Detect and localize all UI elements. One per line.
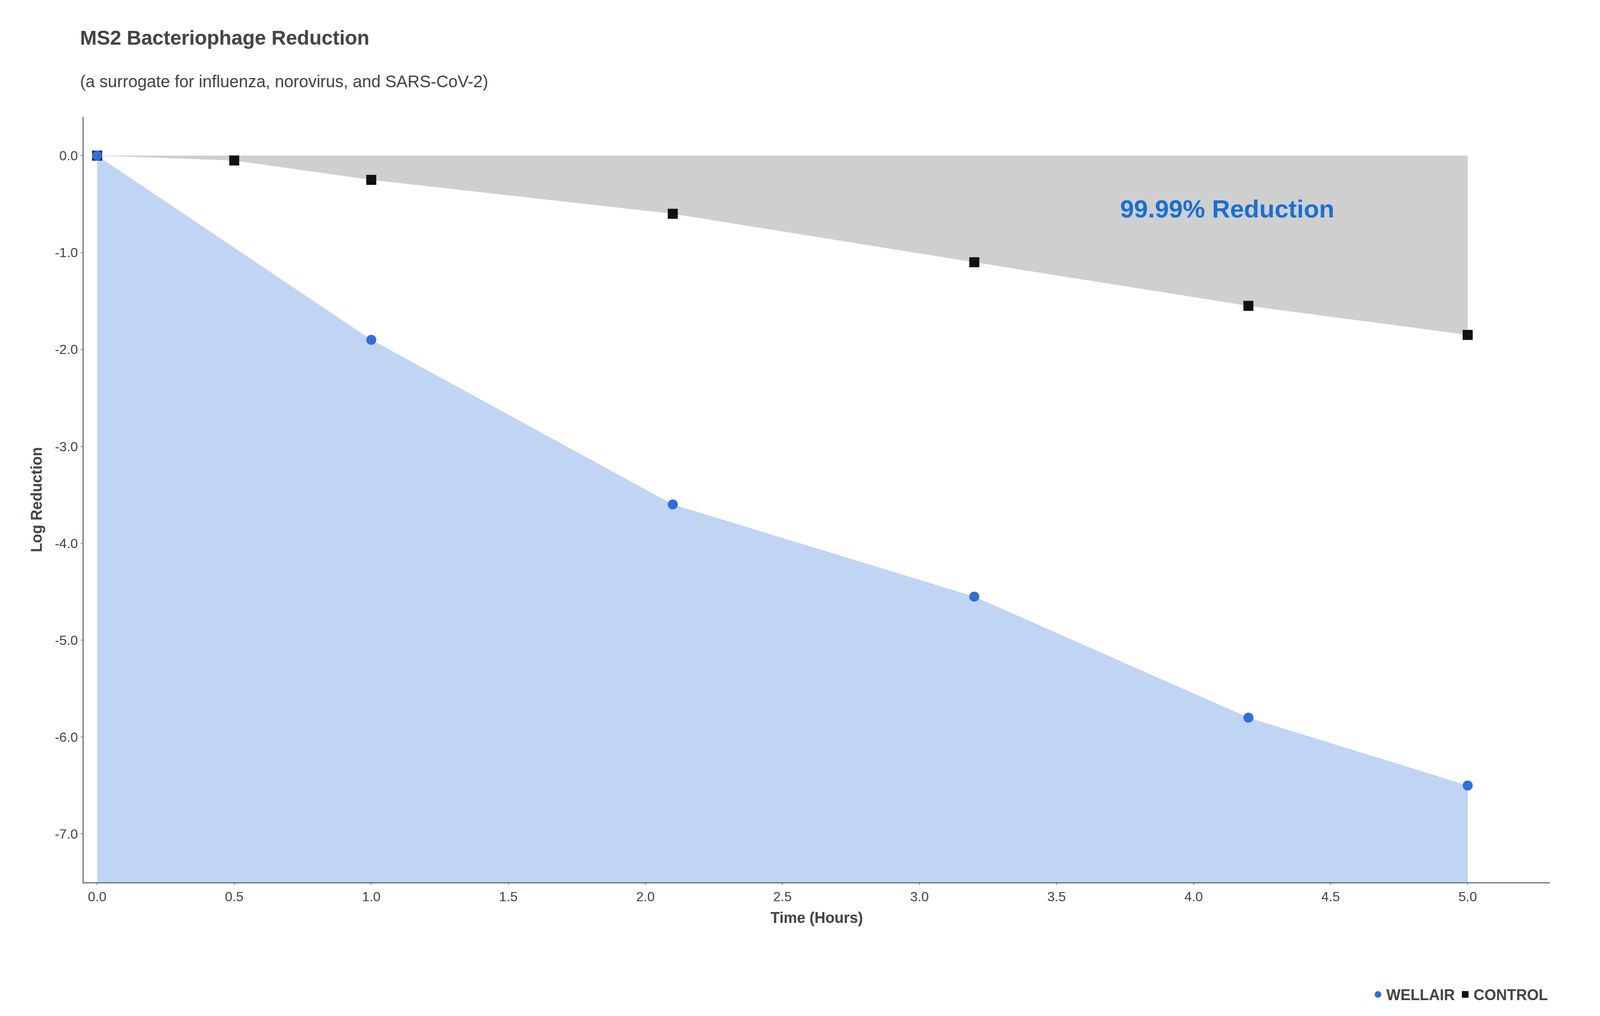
svg-text:0.5: 0.5: [224, 888, 244, 904]
svg-text:3.0: 3.0: [910, 888, 929, 904]
svg-text:Time (Hours): Time (Hours): [770, 908, 863, 927]
svg-text:2.0: 2.0: [635, 888, 655, 904]
svg-text:4.0: 4.0: [1184, 888, 1203, 904]
svg-text:-5.0: -5.0: [54, 632, 78, 648]
svg-text:-3.0: -3.0: [54, 439, 78, 455]
svg-text:MS2 Bacteriophage Reduction: MS2 Bacteriophage Reduction: [80, 26, 370, 49]
svg-text:0.0: 0.0: [88, 888, 107, 904]
svg-text:1.0: 1.0: [361, 888, 381, 904]
svg-text:-1.0: -1.0: [54, 244, 78, 260]
svg-text:5.0: 5.0: [1458, 888, 1477, 904]
svg-text:-6.0: -6.0: [54, 729, 78, 745]
svg-text:-2.0: -2.0: [54, 341, 78, 357]
svg-text:Log Reduction: Log Reduction: [27, 446, 46, 553]
svg-text:4.5: 4.5: [1321, 888, 1340, 904]
svg-text:CONTROL: CONTROL: [1473, 986, 1548, 1004]
svg-text:2.5: 2.5: [773, 888, 792, 904]
svg-text:WELLAIR: WELLAIR: [1386, 986, 1455, 1004]
svg-text:(a surrogate for influenza, no: (a surrogate for influenza, norovirus, a…: [80, 72, 489, 91]
svg-text:-4.0: -4.0: [54, 535, 78, 551]
svg-text:0.0: 0.0: [59, 148, 78, 164]
svg-text:-7.0: -7.0: [54, 826, 78, 842]
svg-text:99.99% Reduction: 99.99% Reduction: [1120, 194, 1335, 223]
svg-text:3.5: 3.5: [1047, 888, 1066, 904]
svg-text:1.5: 1.5: [499, 888, 518, 904]
